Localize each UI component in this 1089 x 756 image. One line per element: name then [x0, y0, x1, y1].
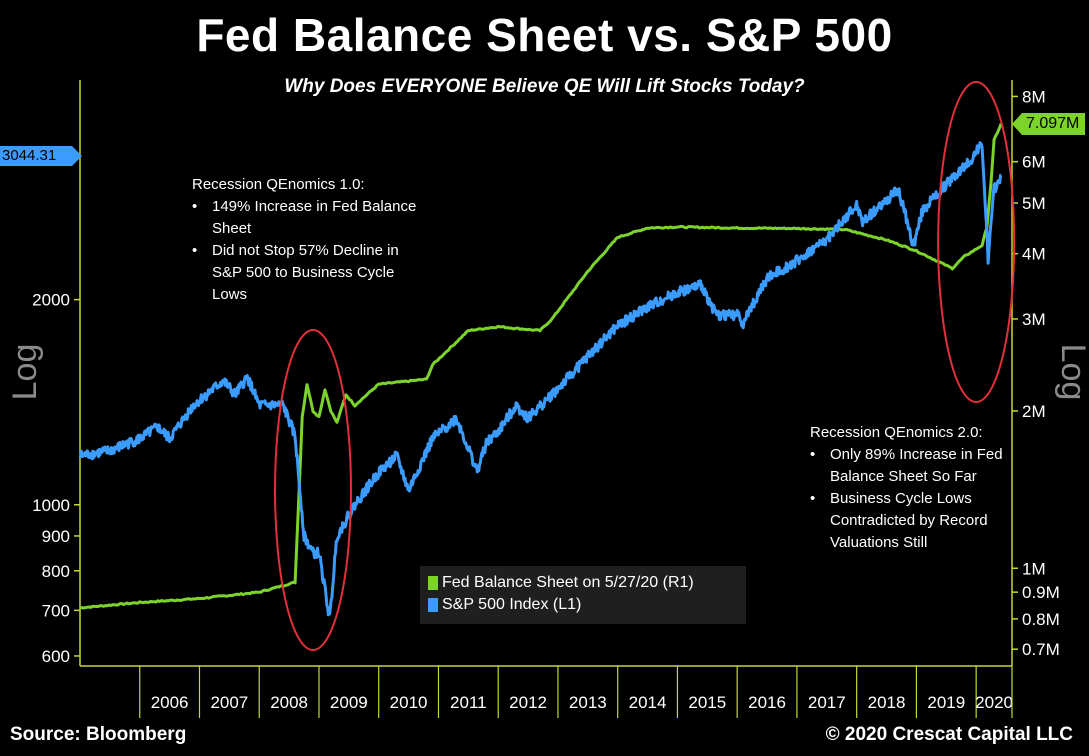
legend-label-fed: Fed Balance Sheet on 5/27/20 (R1)	[442, 574, 694, 591]
right-tick-label: 0.8M	[1022, 610, 1060, 629]
x-tick-label: 2010	[390, 693, 428, 712]
x-tick-label: 2018	[868, 693, 906, 712]
annotation-qe1-bullet: 149% Increase in Fed Balance Sheet	[192, 196, 422, 240]
left-axis-label: Log	[6, 344, 44, 401]
fed-series-line	[79, 123, 1003, 610]
x-tick-label: 2007	[210, 693, 248, 712]
fed-last-value-tag: 7.097M	[1012, 113, 1085, 135]
x-tick-label: 2006	[151, 693, 189, 712]
x-tick-label: 2017	[808, 693, 846, 712]
annotation-qe2-bullet: Business Cycle Lows Contradicted by Reco…	[810, 488, 1010, 554]
x-tick-label: 2013	[569, 693, 607, 712]
chart-legend: Fed Balance Sheet on 5/27/20 (R1) S&P 50…	[420, 566, 746, 624]
right-tick-label: 4M	[1022, 245, 1046, 264]
source-note: Source: Bloomberg	[10, 724, 187, 745]
right-axis-label: Log	[1054, 344, 1089, 401]
left-tick-label: 800	[42, 562, 70, 581]
right-tick-label: 5M	[1022, 194, 1046, 213]
legend-swatch-spx	[428, 598, 438, 612]
legend-item-spx: S&P 500 Index (L1)	[428, 596, 581, 614]
x-tick-label: 2011	[450, 693, 487, 712]
annotation-qe2-heading: Recession QEnomics 2.0:	[810, 424, 983, 441]
spx-series-line	[78, 141, 1002, 617]
left-tick-label: 600	[42, 647, 70, 666]
legend-item-fed: Fed Balance Sheet on 5/27/20 (R1)	[428, 574, 694, 592]
right-tick-label: 1M	[1022, 559, 1046, 578]
annotation-qe1: Recession QEnomics 1.0: 149% Increase in…	[192, 174, 422, 306]
right-tick-label: 2M	[1022, 402, 1046, 421]
right-tick-label: 8M	[1022, 87, 1046, 106]
qe1-highlight-ellipse	[274, 329, 352, 651]
x-tick-label: 2016	[748, 693, 786, 712]
right-tick-label: 6M	[1022, 153, 1046, 172]
x-tick-label: 2012	[509, 693, 547, 712]
left-tick-label: 700	[42, 601, 70, 620]
x-tick-label: 2014	[629, 693, 667, 712]
annotation-qe1-bullet: Did not Stop 57% Decline in S&P 500 to B…	[192, 240, 422, 306]
left-tick-label: 1000	[32, 496, 70, 515]
right-tick-label: 0.9M	[1022, 583, 1060, 602]
x-tick-label: 2009	[330, 693, 368, 712]
annotation-qe1-heading: Recession QEnomics 1.0:	[192, 176, 365, 193]
left-tick-label: 900	[42, 527, 70, 546]
right-tick-label: 3M	[1022, 310, 1046, 329]
right-tick-label: 0.7M	[1022, 640, 1060, 659]
annotation-qe2: Recession QEnomics 2.0: Only 89% Increas…	[810, 422, 1010, 554]
annotation-qe2-bullet: Only 89% Increase in Fed Balance Sheet S…	[810, 444, 1010, 488]
x-tick-label: 2008	[270, 693, 308, 712]
legend-swatch-fed	[428, 576, 438, 590]
left-tick-label: 2000	[32, 291, 70, 310]
qe2-highlight-ellipse	[937, 81, 1016, 403]
x-tick-label: 2015	[688, 693, 726, 712]
copyright-note: © 2020 Crescat Capital LLC	[825, 724, 1073, 745]
x-tick-label: 2020	[975, 693, 1013, 712]
x-tick-label: 2019	[927, 693, 965, 712]
spx-last-value-tag: 3044.31	[0, 146, 82, 166]
chart-title: Fed Balance Sheet vs. S&P 500	[196, 9, 893, 61]
chart-subtitle: Why Does EVERYONE Believe QE Will Lift S…	[284, 76, 805, 97]
legend-label-spx: S&P 500 Index (L1)	[442, 596, 582, 613]
